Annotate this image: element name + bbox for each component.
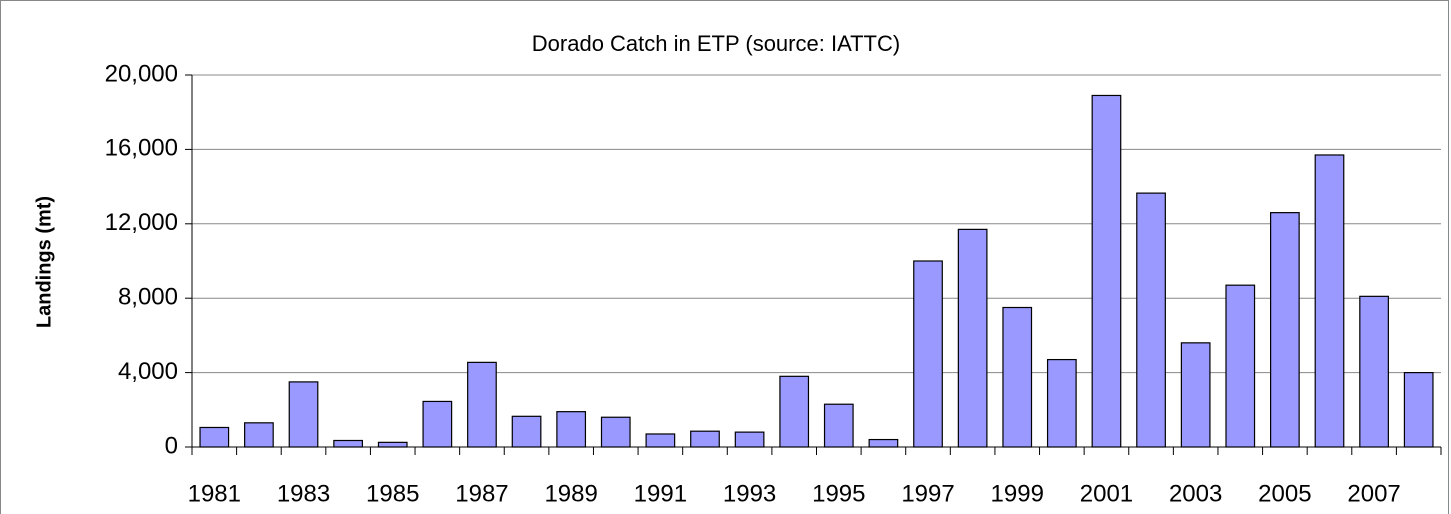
y-tick-label: 0 [165,432,178,459]
y-axis-label: Landings (mt) [33,196,55,328]
bar [511,415,542,448]
bar [1403,372,1434,448]
bar [1002,306,1033,448]
bar [913,260,943,448]
bar [1180,342,1211,448]
bar [288,381,319,448]
bar [1136,192,1166,448]
y-tick-label: 12,000 [105,209,178,236]
bar [1225,284,1256,448]
bar [1091,94,1122,448]
bar [600,416,631,448]
x-tick-label: 1995 [812,480,865,507]
bar [1314,154,1345,448]
bar [734,431,765,448]
x-tick-label: 1981 [188,480,241,507]
bar [377,441,408,448]
y-tick-label: 16,000 [105,135,178,162]
x-tick-label: 1985 [366,480,419,507]
bar [556,411,587,448]
bar [244,422,274,448]
bar [779,375,810,448]
bar [1046,358,1077,448]
bar [868,438,899,448]
x-tick-label: 1993 [723,480,776,507]
x-tick-label: 1987 [455,480,508,507]
chart-title: Dorado Catch in ETP (source: IATTC) [532,31,900,56]
bar [1359,295,1389,448]
x-tick-label: 2005 [1258,480,1311,507]
bar [957,228,988,448]
bar [645,433,676,448]
x-tick-label: 1989 [544,480,597,507]
x-tick-label: 1991 [634,480,687,507]
bar [1270,212,1300,448]
y-tick-label: 20,000 [105,60,178,87]
x-tick-label: 2007 [1347,480,1400,507]
x-tick-label: 1997 [901,480,954,507]
bar [467,361,497,448]
x-tick-label: 1983 [277,480,330,507]
bar [199,426,230,448]
bar [823,403,854,448]
y-tick-label: 4,000 [118,358,178,385]
bar [422,400,453,448]
x-tick-label: 2003 [1169,480,1222,507]
bar [690,430,720,448]
y-tick-label: 8,000 [118,284,178,311]
x-tick-label: 1999 [991,480,1044,507]
bar [333,439,363,448]
x-tick-label: 2001 [1080,480,1133,507]
